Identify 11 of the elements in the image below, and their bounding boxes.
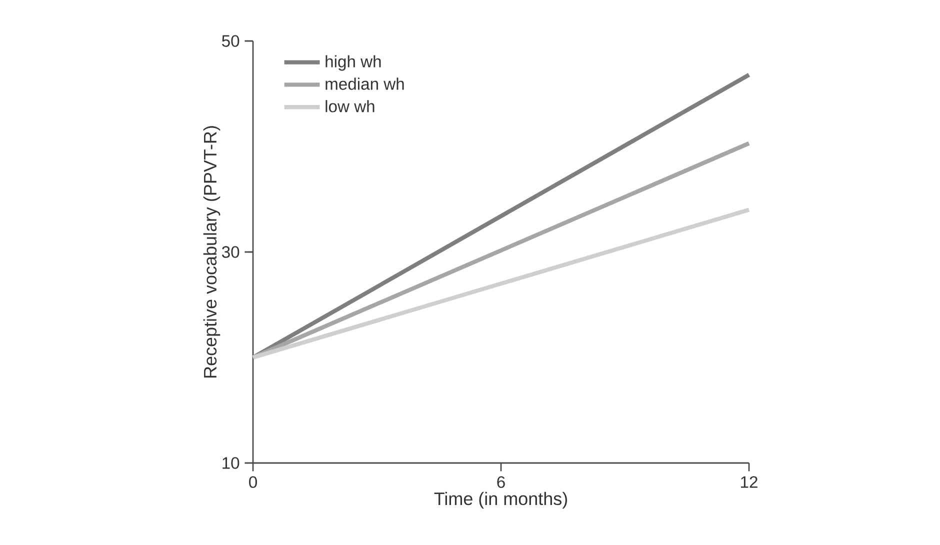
legend-label: low wh (326, 100, 374, 112)
y-axis-title: Receptive vocabulary (PPVT-R) (203, 126, 220, 378)
legend-label: high wh (326, 55, 381, 71)
x-tick-label: 0 (249, 476, 257, 488)
y-tick-label: 50 (222, 35, 240, 47)
x-axis-title: Time (in months) (434, 492, 568, 509)
y-tick-label: 30 (222, 246, 240, 258)
x-tick-label: 12 (741, 476, 758, 488)
y-tick-label: 10 (222, 457, 240, 469)
x-tick-label: 6 (497, 476, 505, 488)
legend-label: median wh (326, 78, 404, 90)
